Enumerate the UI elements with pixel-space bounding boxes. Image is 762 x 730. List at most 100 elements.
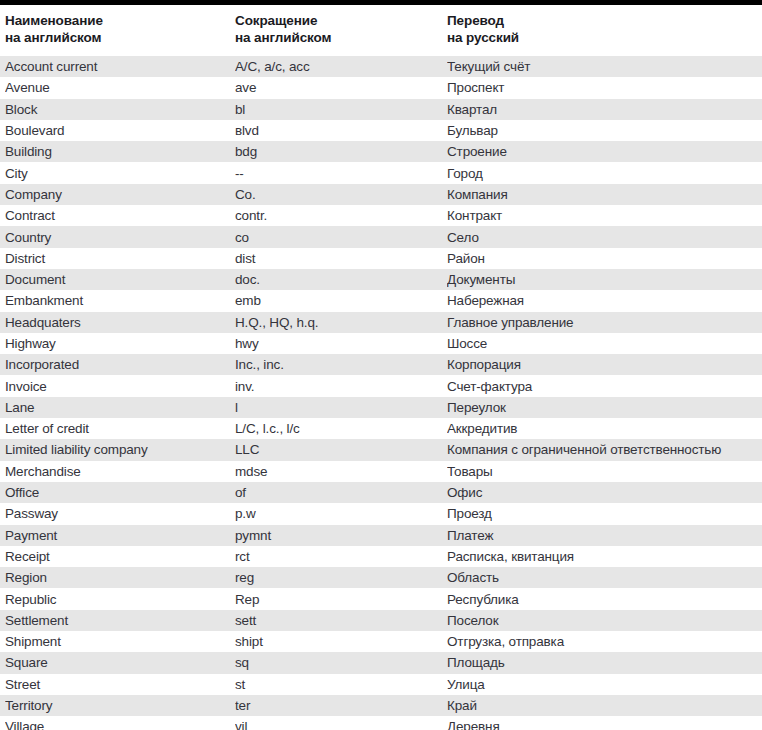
table-row: SquaresqПлощадь <box>0 652 762 673</box>
cell-english-abbreviation: -- <box>235 166 447 181</box>
table-row: ReceiptrctРасписка, квитанция <box>0 546 762 567</box>
cell-english-name: Highway <box>5 336 235 351</box>
cell-english-name: Invoice <box>5 379 235 394</box>
cell-english-name: Square <box>5 655 235 670</box>
table-row: RepublicRepРеспублика <box>0 588 762 609</box>
cell-english-abbreviation: p.w <box>235 506 447 521</box>
table-row: Invoiceinv.Счет-фактура <box>0 375 762 396</box>
column-header-line: на английском <box>235 29 447 46</box>
cell-english-abbreviation: Inc., inc. <box>235 357 447 372</box>
cell-russian-translation: Счет-фактура <box>447 379 762 394</box>
cell-english-name: Passway <box>5 506 235 521</box>
table-row: Passwayp.wПроезд <box>0 503 762 524</box>
table-row: OfficeofОфис <box>0 482 762 503</box>
cell-english-name: Account current <box>5 59 235 74</box>
cell-russian-translation: Край <box>447 698 762 713</box>
cell-english-name: Building <box>5 144 235 159</box>
cell-russian-translation: Компания <box>447 187 762 202</box>
table-row: City--Город <box>0 162 762 183</box>
cell-english-name: Country <box>5 230 235 245</box>
cell-russian-translation: Район <box>447 251 762 266</box>
table-row: CountrycoСело <box>0 226 762 247</box>
table-row: LanelПереулок <box>0 397 762 418</box>
table-row: Contractcontr.Контракт <box>0 205 762 226</box>
column-header-line: Наименование <box>5 12 235 29</box>
table-row: Letter of creditL/C, l.c., l/cАккредитив <box>0 418 762 439</box>
table-row: BuildingbdgСтроение <box>0 141 762 162</box>
cell-english-name: Lane <box>5 400 235 415</box>
table-header-row: Наименование на английском Сокращение на… <box>0 5 762 56</box>
cell-english-abbreviation: вlvd <box>235 123 447 138</box>
cell-english-abbreviation: l <box>235 400 447 415</box>
cell-english-name: Republic <box>5 592 235 607</box>
table-row: RegionregОбласть <box>0 567 762 588</box>
cell-russian-translation: Область <box>447 570 762 585</box>
column-header-line: на русский <box>447 29 762 46</box>
cell-english-abbreviation: Rep <box>235 592 447 607</box>
cell-english-abbreviation: ter <box>235 698 447 713</box>
table-row: AvenueaveПроспект <box>0 77 762 98</box>
cell-english-abbreviation: sett <box>235 613 447 628</box>
table-row: PaymentpymntПлатеж <box>0 525 762 546</box>
cell-russian-translation: Расписка, квитанция <box>447 549 762 564</box>
table-row: TerritoryterКрай <box>0 695 762 716</box>
cell-english-name: Boulevard <box>5 123 235 138</box>
cell-english-name: Headquaters <box>5 315 235 330</box>
table-row: Documentdoc.Документы <box>0 269 762 290</box>
cell-english-abbreviation: vil <box>235 719 447 730</box>
table-row: SettlementsettПоселок <box>0 610 762 631</box>
table-row: HeadquatersH.Q., HQ, h.q.Главное управле… <box>0 312 762 333</box>
cell-english-abbreviation: ave <box>235 80 447 95</box>
cell-english-abbreviation: bdg <box>235 144 447 159</box>
cell-english-abbreviation: st <box>235 677 447 692</box>
table-row: ShipmentshiptОтгрузка, отправка <box>0 631 762 652</box>
cell-english-name: Shipment <box>5 634 235 649</box>
cell-english-abbreviation: rct <box>235 549 447 564</box>
cell-english-name: Merchandise <box>5 464 235 479</box>
cell-english-name: Incorporated <box>5 357 235 372</box>
cell-english-name: Block <box>5 102 235 117</box>
cell-english-abbreviation: H.Q., HQ, h.q. <box>235 315 447 330</box>
cell-russian-translation: Набережная <box>447 293 762 308</box>
cell-english-abbreviation: LLC <box>235 442 447 457</box>
cell-english-name: Company <box>5 187 235 202</box>
cell-english-abbreviation: mdse <box>235 464 447 479</box>
cell-russian-translation: Платеж <box>447 528 762 543</box>
cell-english-abbreviation: emb <box>235 293 447 308</box>
cell-russian-translation: Республика <box>447 592 762 607</box>
cell-russian-translation: Площадь <box>447 655 762 670</box>
cell-english-name: Contract <box>5 208 235 223</box>
cell-english-abbreviation: reg <box>235 570 447 585</box>
cell-english-name: Payment <box>5 528 235 543</box>
table-row: BlockblКвартал <box>0 99 762 120</box>
cell-russian-translation: Улица <box>447 677 762 692</box>
cell-russian-translation: Корпорация <box>447 357 762 372</box>
cell-russian-translation: Бульвар <box>447 123 762 138</box>
cell-english-abbreviation: doc. <box>235 272 447 287</box>
cell-russian-translation: Компания с ограниченной ответственностью <box>447 442 762 457</box>
table-row: Limited liability companyLLCКомпания с о… <box>0 439 762 460</box>
cell-english-abbreviation: Co. <box>235 187 447 202</box>
cell-english-name: Avenue <box>5 80 235 95</box>
cell-russian-translation: Поселок <box>447 613 762 628</box>
table-row: IncorporatedInc., inc.Корпорация <box>0 354 762 375</box>
cell-english-name: Village <box>5 719 235 730</box>
cell-english-abbreviation: A/C, a/c, acc <box>235 59 447 74</box>
cell-english-name: Territory <box>5 698 235 713</box>
cell-english-name: Street <box>5 677 235 692</box>
table-row: StreetstУлица <box>0 674 762 695</box>
cell-english-name: City <box>5 166 235 181</box>
cell-russian-translation: Контракт <box>447 208 762 223</box>
cell-english-name: Document <box>5 272 235 287</box>
cell-russian-translation: Отгрузка, отправка <box>447 634 762 649</box>
cell-english-name: Letter of credit <box>5 421 235 436</box>
cell-russian-translation: Документы <box>447 272 762 287</box>
cell-russian-translation: Квартал <box>447 102 762 117</box>
column-header-russian-translation: Перевод на русский <box>447 12 762 56</box>
cell-english-abbreviation: pymnt <box>235 528 447 543</box>
cell-english-name: Office <box>5 485 235 500</box>
cell-english-abbreviation: inv. <box>235 379 447 394</box>
column-header-line: Перевод <box>447 12 762 29</box>
table-row: EmbankmentembНабережная <box>0 290 762 311</box>
cell-english-name: Settlement <box>5 613 235 628</box>
